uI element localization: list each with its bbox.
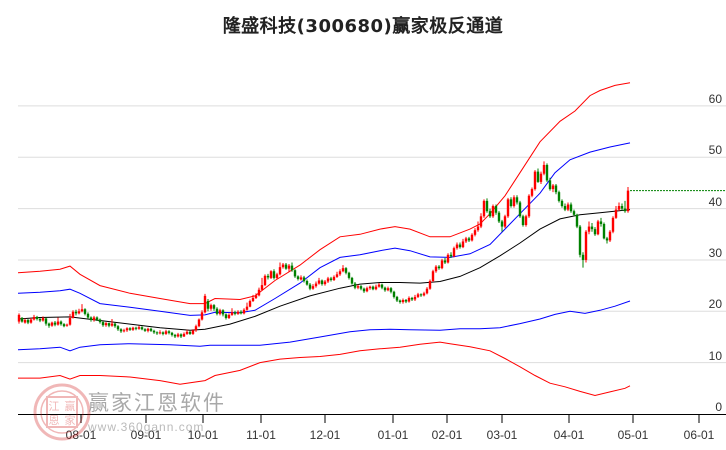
- y-tick-label: 30: [708, 245, 722, 260]
- inner-lower-line: [17, 300, 631, 352]
- x-tick-label: 02-01: [431, 428, 463, 442]
- x-tick-label: 06-01: [683, 428, 715, 442]
- x-tick-label: 11-01: [246, 428, 276, 442]
- y-tick-label: 10: [708, 348, 722, 363]
- svg-text:赢: 赢: [65, 399, 76, 413]
- svg-text:家: 家: [65, 413, 76, 427]
- x-tick-label: 10-01: [187, 428, 219, 442]
- watermark-seal-icon: 江 赢 恩 家: [33, 383, 91, 441]
- x-tick-label: 05-01: [617, 428, 649, 442]
- x-axis: [18, 414, 726, 423]
- x-tick-label: 04-01: [553, 428, 585, 442]
- gridlines: [18, 105, 726, 364]
- x-tick-label: 03-01: [486, 428, 518, 442]
- y-tick-label: 40: [708, 194, 722, 209]
- x-tick-label: 08-01: [65, 428, 97, 442]
- outer-upper-line: [17, 82, 631, 305]
- outer-lower-line: [18, 341, 631, 397]
- y-tick-label: 50: [708, 143, 722, 158]
- svg-text:恩: 恩: [49, 414, 60, 427]
- watermark-text: 赢家江恩软件: [88, 391, 226, 415]
- y-tick-label: 60: [708, 91, 722, 106]
- channel-lines: [17, 82, 631, 397]
- candlesticks: [17, 161, 630, 339]
- svg-text:江: 江: [49, 400, 60, 413]
- mid-line-line: [17, 209, 631, 331]
- y-tick-label: 20: [708, 297, 722, 312]
- inner-upper-line: [17, 142, 631, 316]
- x-tick-label: 09-01: [130, 428, 162, 442]
- x-tick-label: 01-01: [377, 428, 409, 442]
- watermark-url: www.360gann.com: [88, 420, 205, 434]
- x-tick-label: 12-01: [309, 428, 341, 442]
- chart-title: 隆盛科技(300680)赢家极反通道: [222, 16, 504, 37]
- y-tick-label: 0: [715, 400, 722, 414]
